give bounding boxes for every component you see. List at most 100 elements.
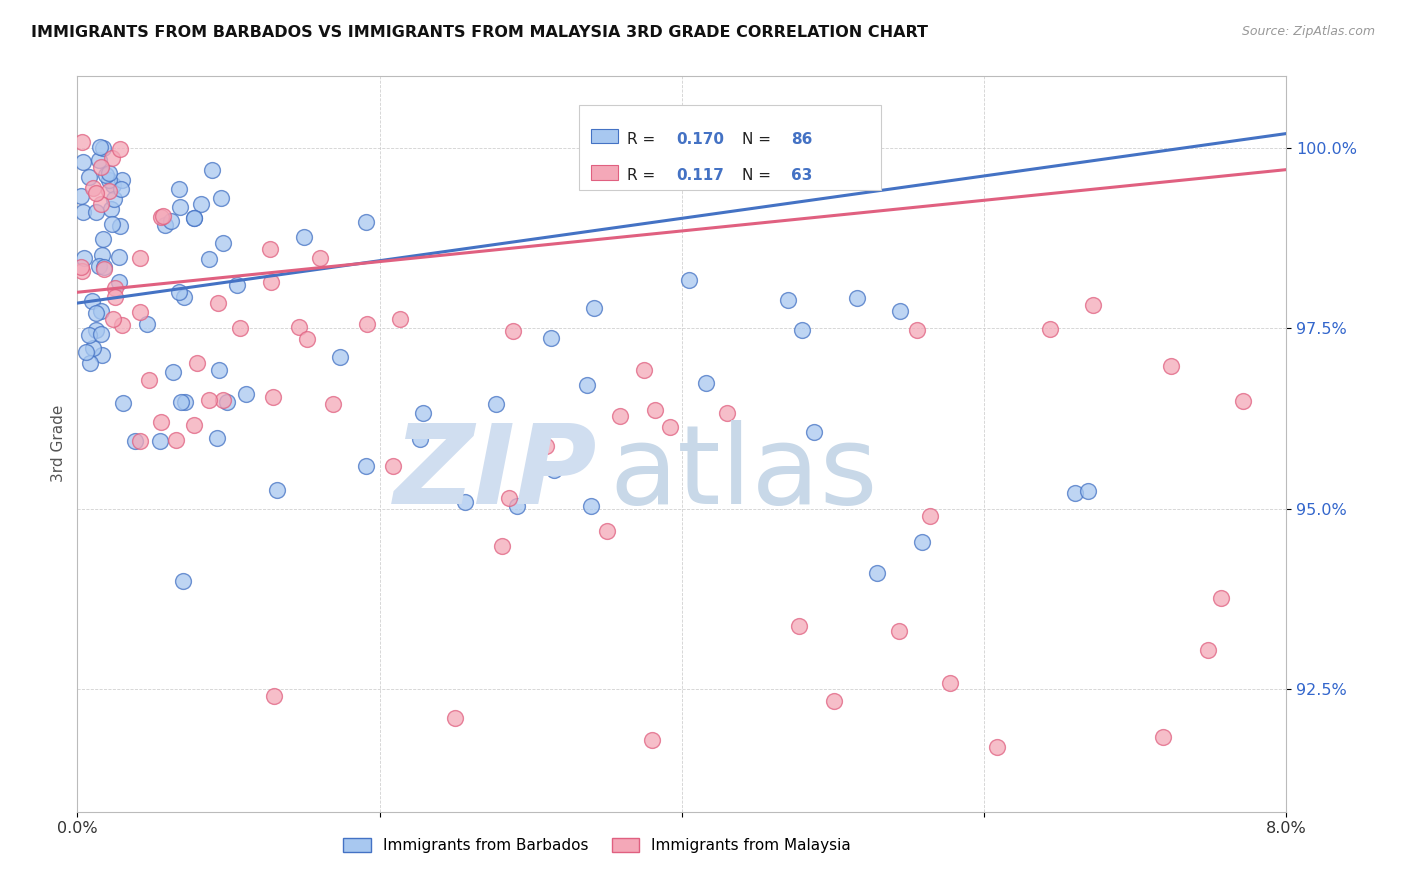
- Point: [183, 211, 205, 225]
- Text: N =: N =: [742, 168, 776, 183]
- Point: [889, 304, 911, 318]
- Point: [262, 390, 284, 404]
- Point: [641, 732, 664, 747]
- FancyBboxPatch shape: [579, 105, 882, 190]
- Point: [217, 395, 239, 409]
- Point: [1152, 730, 1174, 744]
- Point: [695, 376, 717, 390]
- Point: [93, 262, 115, 277]
- Point: [159, 214, 181, 228]
- Point: [165, 433, 187, 447]
- Text: atlas: atlas: [609, 420, 877, 526]
- Bar: [592, 165, 617, 179]
- Point: [97, 166, 120, 180]
- Point: [138, 373, 160, 387]
- Point: [104, 281, 127, 295]
- Point: [295, 332, 318, 346]
- Point: [155, 219, 177, 233]
- Point: [103, 290, 125, 304]
- Point: [72, 251, 94, 265]
- Point: [388, 311, 411, 326]
- Text: N =: N =: [742, 132, 776, 146]
- Point: [111, 172, 134, 186]
- Point: [101, 311, 124, 326]
- Point: [84, 306, 107, 320]
- Point: [90, 348, 112, 362]
- Point: [149, 434, 172, 449]
- Point: [208, 363, 231, 377]
- Point: [82, 181, 104, 195]
- Point: [108, 143, 131, 157]
- Point: [1077, 483, 1099, 498]
- Point: [111, 318, 134, 333]
- Point: [72, 205, 94, 219]
- Point: [84, 205, 107, 219]
- Point: [776, 293, 799, 307]
- Point: [108, 219, 131, 233]
- Point: [186, 355, 208, 369]
- Point: [75, 344, 97, 359]
- Point: [136, 317, 159, 331]
- Point: [235, 387, 257, 401]
- Point: [174, 395, 197, 409]
- Point: [90, 197, 112, 211]
- Point: [938, 676, 960, 690]
- Point: [100, 202, 122, 216]
- Point: [1160, 359, 1182, 374]
- Point: [150, 415, 173, 429]
- Point: [259, 242, 281, 256]
- Point: [225, 278, 247, 293]
- Point: [288, 319, 311, 334]
- Point: [90, 247, 112, 261]
- Point: [716, 406, 738, 420]
- Point: [905, 323, 928, 337]
- Point: [89, 259, 111, 273]
- Point: [354, 458, 377, 473]
- Point: [93, 260, 115, 275]
- Point: [172, 574, 194, 588]
- Point: [79, 169, 101, 184]
- Point: [170, 395, 193, 409]
- Point: [412, 406, 434, 420]
- Point: [111, 396, 134, 410]
- Point: [201, 162, 224, 177]
- Point: [69, 260, 91, 275]
- Point: [110, 182, 132, 196]
- Point: [633, 363, 655, 377]
- Point: [911, 534, 934, 549]
- Point: [91, 140, 114, 154]
- Point: [82, 342, 104, 356]
- Text: ZIP: ZIP: [394, 420, 598, 526]
- Point: [1083, 298, 1105, 312]
- Point: [87, 153, 110, 167]
- Point: [98, 173, 121, 187]
- Text: R =: R =: [627, 168, 661, 183]
- Point: [583, 301, 606, 315]
- Point: [72, 155, 94, 169]
- Point: [150, 211, 173, 225]
- Point: [77, 327, 100, 342]
- Point: [108, 275, 131, 289]
- Point: [292, 230, 315, 244]
- Point: [167, 285, 190, 300]
- Point: [823, 694, 845, 708]
- Point: [491, 539, 513, 553]
- Point: [162, 365, 184, 379]
- Point: [454, 495, 477, 509]
- Point: [183, 418, 205, 433]
- Point: [609, 409, 631, 424]
- Point: [89, 140, 111, 154]
- Point: [152, 209, 174, 223]
- Point: [90, 161, 112, 175]
- Point: [70, 264, 93, 278]
- Point: [103, 178, 125, 192]
- Point: [198, 393, 221, 408]
- Point: [792, 323, 814, 337]
- Text: IMMIGRANTS FROM BARBADOS VS IMMIGRANTS FROM MALAYSIA 3RD GRADE CORRELATION CHART: IMMIGRANTS FROM BARBADOS VS IMMIGRANTS F…: [31, 25, 928, 40]
- Point: [803, 425, 825, 439]
- Point: [207, 296, 229, 310]
- Point: [228, 321, 250, 335]
- Point: [354, 215, 377, 229]
- Point: [101, 217, 124, 231]
- Point: [79, 356, 101, 370]
